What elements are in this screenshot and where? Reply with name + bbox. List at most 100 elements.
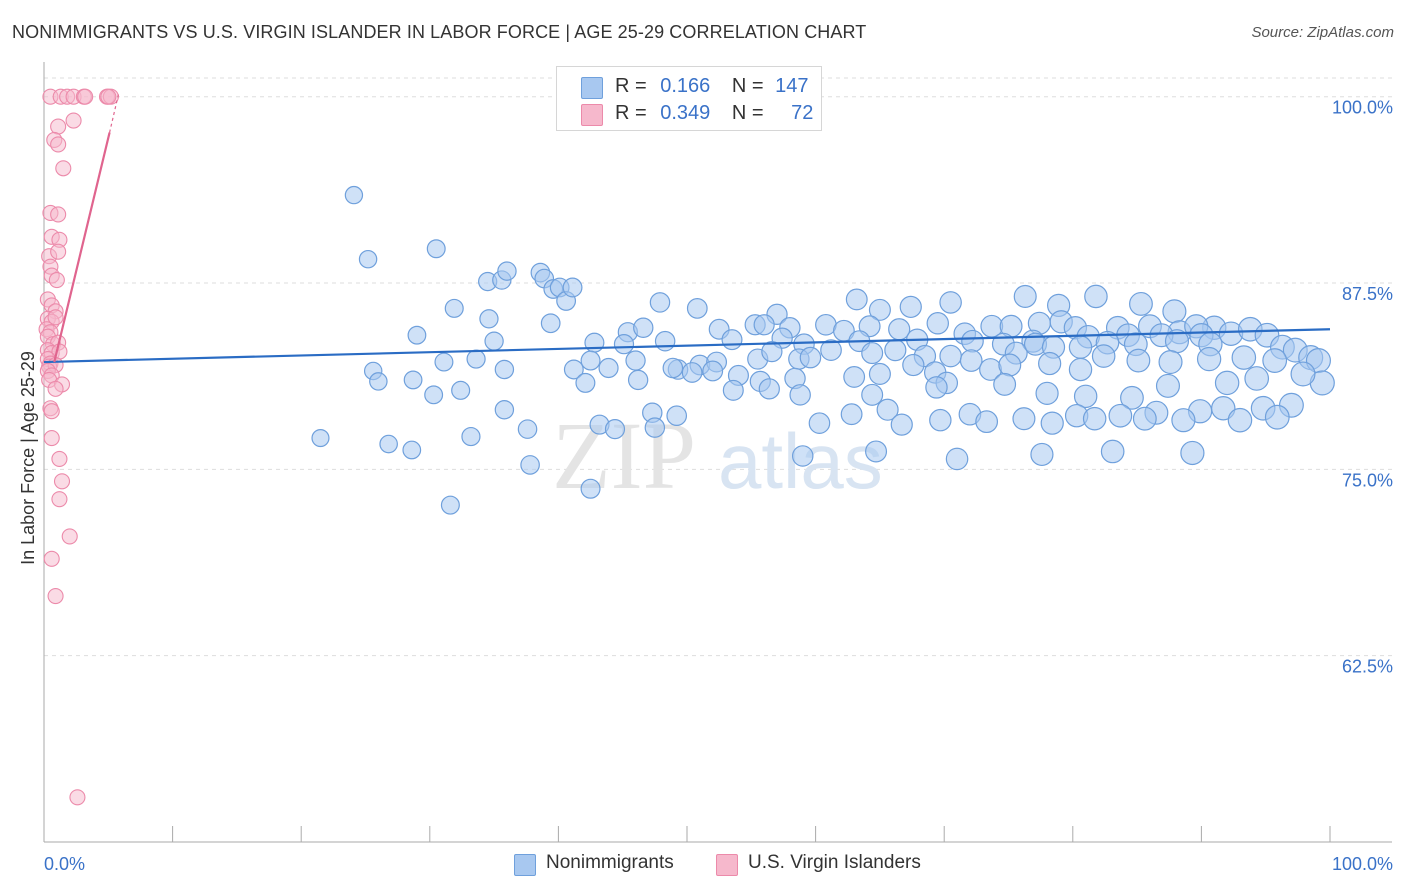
- data-point-nonimmigrants: [1068, 357, 1093, 382]
- data-point-nonimmigrants: [402, 440, 422, 460]
- trend-line-virgin-islanders-extension: [109, 93, 120, 133]
- correlation-legend: R = 0.166 N = 147 R = 0.349 N = 72: [556, 66, 822, 131]
- data-point-nonimmigrants: [1231, 345, 1257, 370]
- legend-r-value: 0.166: [660, 75, 711, 97]
- data-point-nonimmigrants: [1162, 299, 1187, 324]
- data-point-nonimmigrants: [902, 353, 925, 377]
- data-point-nonimmigrants: [681, 362, 703, 383]
- data-point-virgin-islanders: [61, 528, 78, 545]
- data-point-nonimmigrants: [1171, 408, 1196, 433]
- data-point-nonimmigrants: [868, 298, 891, 321]
- data-point-nonimmigrants: [789, 384, 811, 406]
- data-point-nonimmigrants: [627, 369, 649, 391]
- data-point-nonimmigrants: [562, 277, 583, 298]
- x-tick-label: 0.0%: [44, 854, 85, 874]
- data-point-nonimmigrants: [580, 350, 601, 371]
- data-point-nonimmigrants: [540, 313, 561, 334]
- data-point-virgin-islanders: [47, 380, 64, 397]
- data-point-nonimmigrants: [1082, 406, 1107, 431]
- data-point-nonimmigrants: [440, 495, 460, 515]
- data-point-nonimmigrants: [945, 447, 969, 471]
- data-point-nonimmigrants: [861, 342, 884, 365]
- data-point-nonimmigrants: [858, 315, 881, 338]
- data-point-nonimmigrants: [1211, 396, 1236, 421]
- data-point-nonimmigrants: [1262, 348, 1288, 373]
- data-point-nonimmigrants: [1129, 291, 1153, 316]
- data-point-virgin-islanders: [47, 588, 64, 605]
- data-point-virgin-islanders: [55, 160, 72, 177]
- data-point-nonimmigrants: [975, 410, 999, 434]
- data-point-nonimmigrants: [939, 291, 962, 314]
- legend-swatch-pink: [581, 104, 603, 126]
- data-point-nonimmigrants: [876, 398, 899, 421]
- data-point-nonimmigrants: [479, 309, 499, 329]
- data-point-virgin-islanders: [43, 430, 60, 447]
- legend-swatch-blue: [581, 77, 603, 99]
- data-point-nonimmigrants: [311, 428, 330, 448]
- data-point-nonimmigrants: [868, 362, 891, 385]
- data-point-nonimmigrants: [926, 312, 949, 335]
- data-point-nonimmigrants: [1120, 385, 1144, 410]
- legend-n-value: 147: [775, 75, 809, 97]
- data-point-nonimmigrants: [840, 403, 863, 426]
- data-point-nonimmigrants: [1073, 384, 1098, 409]
- legend-swatch-pink: [716, 854, 738, 876]
- data-point-nonimmigrants: [1035, 381, 1059, 405]
- data-point-nonimmigrants: [451, 380, 471, 400]
- data-point-nonimmigrants: [604, 419, 626, 440]
- data-point-nonimmigrants: [625, 350, 646, 371]
- data-point-nonimmigrants: [1264, 404, 1290, 430]
- data-point-virgin-islanders: [50, 136, 67, 153]
- data-point-virgin-islanders: [77, 88, 94, 105]
- data-point-virgin-islanders: [51, 450, 68, 467]
- legend-r-label: R =: [615, 102, 647, 124]
- data-point-nonimmigrants: [861, 383, 884, 406]
- data-point-nonimmigrants: [925, 376, 948, 399]
- legend-label-virgin-islanders: U.S. Virgin Islanders: [748, 852, 921, 873]
- trend-lines: [43, 93, 1331, 364]
- data-point-nonimmigrants: [444, 298, 464, 318]
- data-point-nonimmigrants: [633, 317, 654, 338]
- data-point-nonimmigrants: [843, 366, 866, 388]
- data-point-nonimmigrants: [899, 295, 922, 319]
- data-point-nonimmigrants: [1180, 440, 1205, 466]
- data-point-virgin-islanders: [50, 206, 67, 223]
- data-point-nonimmigrants: [721, 329, 743, 351]
- data-point-nonimmigrants: [1013, 284, 1037, 308]
- data-point-nonimmigrants: [993, 372, 1017, 396]
- data-point-virgin-islanders: [69, 789, 86, 806]
- data-point-virgin-islanders: [43, 550, 60, 567]
- trend-line-virgin-islanders: [53, 132, 111, 363]
- data-point-virgin-islanders: [51, 491, 68, 508]
- data-point-nonimmigrants: [666, 405, 688, 427]
- data-point-nonimmigrants: [407, 325, 427, 345]
- data-point-nonimmigrants: [1108, 403, 1133, 428]
- data-point-nonimmigrants: [484, 331, 504, 351]
- axes: [43, 62, 1392, 843]
- y-tick-label: 75.0%: [1342, 470, 1393, 490]
- data-point-nonimmigrants: [820, 339, 842, 361]
- data-point-virgin-islanders: [100, 88, 117, 105]
- source-credit: Source: ZipAtlas.com: [1251, 24, 1394, 41]
- legend-n-label: N =: [731, 102, 764, 124]
- trend-line-nonimmigrants: [43, 328, 1331, 364]
- data-point-nonimmigrants: [1126, 348, 1151, 373]
- data-point-nonimmigrants: [1068, 335, 1093, 359]
- data-point-nonimmigrants: [580, 478, 601, 499]
- data-point-nonimmigrants: [686, 297, 708, 319]
- data-point-nonimmigrants: [753, 314, 775, 336]
- data-point-nonimmigrants: [1132, 406, 1157, 431]
- data-point-nonimmigrants: [1214, 370, 1240, 396]
- data-point-nonimmigrants: [961, 329, 984, 353]
- y-tick-label: 100.0%: [1332, 98, 1393, 118]
- series-nonimmigrants-points: [311, 185, 1335, 515]
- data-point-nonimmigrants: [424, 385, 444, 405]
- data-point-nonimmigrants: [403, 370, 423, 390]
- data-point-nonimmigrants: [998, 353, 1022, 377]
- data-point-nonimmigrants: [1244, 366, 1270, 391]
- y-axis-label: In Labor Force | Age 25-29: [18, 351, 38, 565]
- data-point-nonimmigrants: [890, 413, 913, 436]
- data-point-nonimmigrants: [517, 419, 538, 439]
- data-point-nonimmigrants: [379, 434, 398, 454]
